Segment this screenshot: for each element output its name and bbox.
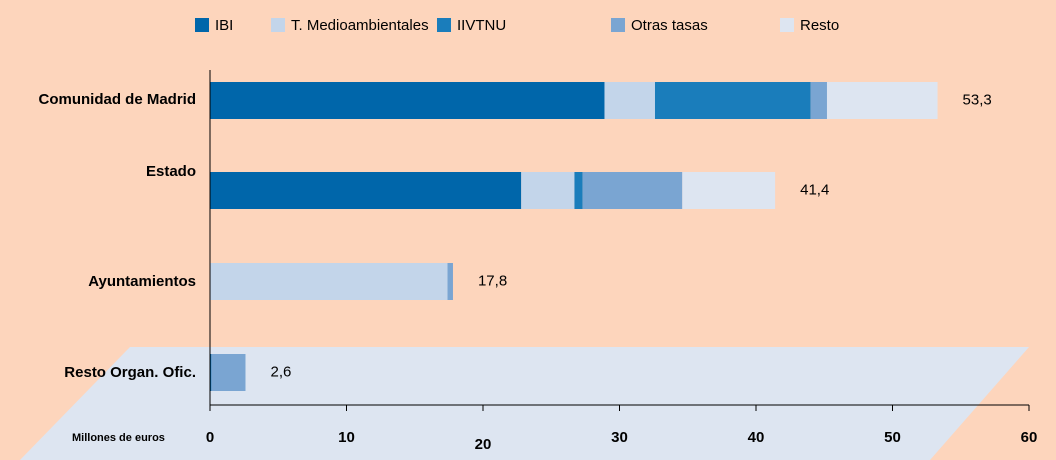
bar-segment (582, 172, 683, 209)
y-tick-label: Comunidad de Madrid (39, 91, 197, 108)
bar-segment (574, 172, 583, 209)
legend-swatch (195, 18, 209, 32)
x-tick-label: 0 (206, 429, 214, 446)
legend-swatch (437, 18, 451, 32)
legend-label: Resto (800, 17, 839, 34)
x-tick-label: 60 (1021, 429, 1038, 446)
legend-label: Otras tasas (631, 17, 708, 34)
legend-label: IBI (215, 17, 233, 34)
x-tick-label: 30 (611, 429, 628, 446)
y-tick-label: Ayuntamientos (88, 273, 196, 290)
bar-segment (211, 354, 246, 391)
total-label: 41,4 (800, 181, 829, 198)
bar-segment (210, 82, 605, 119)
bar-segment (210, 263, 448, 300)
bar-segment (826, 82, 938, 119)
legend-swatch (271, 18, 285, 32)
x-tick-label: 40 (748, 429, 765, 446)
bar-segment (604, 82, 655, 119)
bar-segment (682, 172, 776, 209)
bar-segment (810, 82, 827, 119)
legend-swatch (780, 18, 794, 32)
x-tick-label: 20 (475, 436, 492, 453)
bar-segment (447, 263, 453, 300)
total-label: 53,3 (963, 91, 992, 108)
legend-swatch (611, 18, 625, 32)
bar-segment (654, 82, 811, 119)
x-tick-label: 10 (338, 429, 355, 446)
total-label: 17,8 (478, 272, 507, 289)
bar-segment (210, 172, 522, 209)
legend-label: IIVTNU (457, 17, 506, 34)
total-label: 2,6 (270, 363, 291, 380)
x-axis-label: Millones de euros (72, 432, 165, 444)
y-tick-label: Estado (146, 163, 196, 180)
x-tick-label: 50 (884, 429, 901, 446)
bar-segment (210, 354, 212, 391)
legend-label: T. Medioambientales (291, 17, 429, 34)
bar-segment (521, 172, 575, 209)
decoration (20, 347, 1029, 460)
y-tick-label: Resto Organ. Ofic. (64, 364, 196, 381)
